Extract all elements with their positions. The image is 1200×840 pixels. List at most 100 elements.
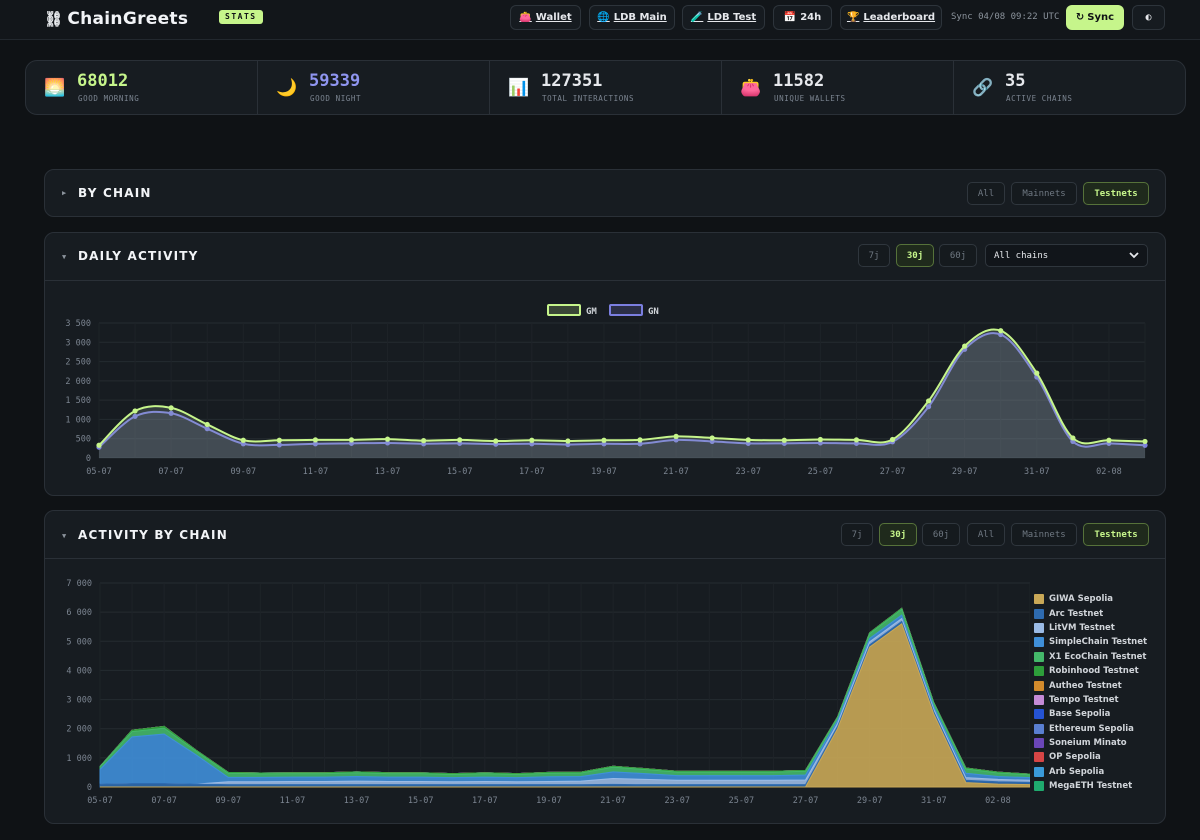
app-logo[interactable]: ⛓ ChainGreets <box>44 9 188 29</box>
x-tick-label: 11-07 <box>303 467 329 477</box>
x-tick-label: 23-07 <box>735 467 761 477</box>
filter-all[interactable]: All <box>967 523 1005 546</box>
panel-title[interactable]: ACTIVITY BY CHAIN <box>78 528 228 542</box>
data-point <box>168 405 174 411</box>
panel-title[interactable]: BY CHAIN <box>78 186 152 200</box>
range-30j[interactable]: 30j <box>896 244 934 267</box>
panel-title[interactable]: DAILY ACTIVITY <box>78 249 199 263</box>
legend-item[interactable]: MegaETH Testnet <box>1034 779 1147 793</box>
x-tick-label: 25-07 <box>729 796 755 806</box>
sunrise-icon: 🌅 <box>44 78 66 98</box>
stats-row: 🌅 68012 GOOD MORNING 🌙 59339 GOOD NIGHT … <box>25 60 1186 115</box>
legend-label: Base Sepolia <box>1049 709 1111 720</box>
legend-swatch <box>1034 723 1044 734</box>
data-point <box>998 331 1004 338</box>
filter-mainnets[interactable]: Mainnets <box>1011 182 1077 205</box>
legend-item[interactable]: Arc Testnet <box>1034 606 1147 620</box>
legend-label: Tempo Testnet <box>1049 694 1119 705</box>
leaderboard-button[interactable]: 🏆 Leaderboard <box>840 5 942 30</box>
legend-label: Arb Sepolia <box>1049 766 1105 777</box>
x-tick-label: 05-07 <box>86 467 112 477</box>
collapse-caret-icon[interactable]: ▼ <box>62 532 67 540</box>
data-point <box>1070 435 1076 441</box>
stat-label: GOOD MORNING <box>78 94 140 103</box>
data-point <box>925 404 932 410</box>
data-point <box>998 328 1004 334</box>
chart-legend: GIWA Sepolia Arc Testnet LitVM Testnet Simp… <box>1034 592 1147 793</box>
legend-item[interactable]: Arb Sepolia <box>1034 765 1147 779</box>
data-point <box>853 437 860 443</box>
x-tick-label: 07-07 <box>151 796 177 806</box>
link-icon: 🔗 <box>972 78 994 98</box>
data-point <box>384 440 391 446</box>
range-7j[interactable]: 7j <box>858 244 890 267</box>
legend-item[interactable]: X1 EcoChain Testnet <box>1034 650 1147 664</box>
filter-testnets[interactable]: Testnets <box>1083 523 1149 546</box>
legend-item[interactable]: SimpleChain Testnet <box>1034 635 1147 649</box>
series-area <box>100 623 1030 788</box>
range-60j[interactable]: 60j <box>939 244 977 267</box>
wallet-button[interactable]: 👛 Wallet <box>510 5 581 30</box>
legend-item[interactable]: Tempo Testnet <box>1034 693 1147 707</box>
legend-label: X1 EcoChain Testnet <box>1049 651 1147 662</box>
filter-mainnets[interactable]: Mainnets <box>1011 523 1077 546</box>
data-point <box>1142 442 1148 448</box>
legend-item[interactable]: Ethereum Sepolia <box>1034 722 1147 736</box>
range-30j[interactable]: 30j <box>879 523 917 546</box>
legend-item[interactable]: GIWA Sepolia <box>1034 592 1147 606</box>
y-tick-label: 2 000 <box>65 377 91 387</box>
x-tick-label: 23-07 <box>664 796 690 806</box>
data-point <box>384 436 391 442</box>
legend-item[interactable]: Robinhood Testnet <box>1034 664 1147 678</box>
x-tick-label: 13-07 <box>344 796 370 806</box>
ldb-test-button[interactable]: 🧪 LDB Test <box>682 5 765 30</box>
data-point <box>601 437 607 443</box>
legend-swatch <box>1034 694 1044 705</box>
data-point <box>817 436 823 443</box>
y-tick-label: 7 000 <box>66 579 92 589</box>
collapse-caret-icon[interactable]: ▼ <box>62 253 67 261</box>
data-point <box>925 398 932 404</box>
legend-swatch <box>1034 608 1044 619</box>
contrast-icon: ◐ <box>1145 12 1152 23</box>
x-tick-label: 21-07 <box>663 467 689 477</box>
filter-all[interactable]: All <box>967 182 1005 205</box>
globe-icon: 🌐 <box>597 12 610 23</box>
legend-item[interactable]: LitVM Testnet <box>1034 621 1147 635</box>
data-point <box>529 437 535 443</box>
chain-select[interactable]: All chains <box>985 244 1148 267</box>
legend-swatch <box>1034 666 1044 677</box>
expand-caret-icon[interactable]: ▶ <box>62 189 67 197</box>
ldb-main-button[interactable]: 🌐 LDB Main <box>589 5 675 30</box>
data-point <box>421 438 427 444</box>
legend-item[interactable]: Soneium Minato <box>1034 736 1147 750</box>
sync-button[interactable]: ↻ Sync <box>1066 5 1124 30</box>
legend-item[interactable]: Base Sepolia <box>1034 707 1147 721</box>
x-tick-label: 25-07 <box>808 467 834 477</box>
legend-item[interactable]: OP Sepolia <box>1034 750 1147 764</box>
data-point <box>204 426 210 432</box>
legend-label: Soneium Minato <box>1049 738 1127 749</box>
test-tube-icon: 🧪 <box>690 12 704 23</box>
y-tick-label: 3 500 <box>65 319 91 329</box>
legend-item[interactable]: Autheo Testnet <box>1034 678 1147 692</box>
x-tick-label: 19-07 <box>536 796 562 806</box>
data-point <box>1034 370 1040 376</box>
24h-button[interactable]: 📅 24h <box>773 5 832 30</box>
ldb-main-label: LDB Main <box>613 12 667 23</box>
range-7j[interactable]: 7j <box>841 523 873 546</box>
x-tick-label: 19-07 <box>591 467 617 477</box>
legend-swatch <box>1034 752 1044 763</box>
legend-label: Autheo Testnet <box>1049 680 1122 691</box>
wallet-label: Wallet <box>535 12 572 23</box>
stat-active-chains: 🔗 35 ACTIVE CHAINS <box>954 61 1185 114</box>
legend-label: GIWA Sepolia <box>1049 594 1114 605</box>
filter-testnets[interactable]: Testnets <box>1083 182 1149 205</box>
x-tick-label: 17-07 <box>472 796 498 806</box>
y-tick-label: 5 000 <box>66 637 92 647</box>
x-tick-label: 09-07 <box>215 796 241 806</box>
stat-value: 68012 <box>77 71 129 91</box>
range-60j[interactable]: 60j <box>922 523 960 546</box>
x-tick-label: 15-07 <box>447 467 473 477</box>
theme-toggle-button[interactable]: ◐ <box>1132 5 1165 30</box>
